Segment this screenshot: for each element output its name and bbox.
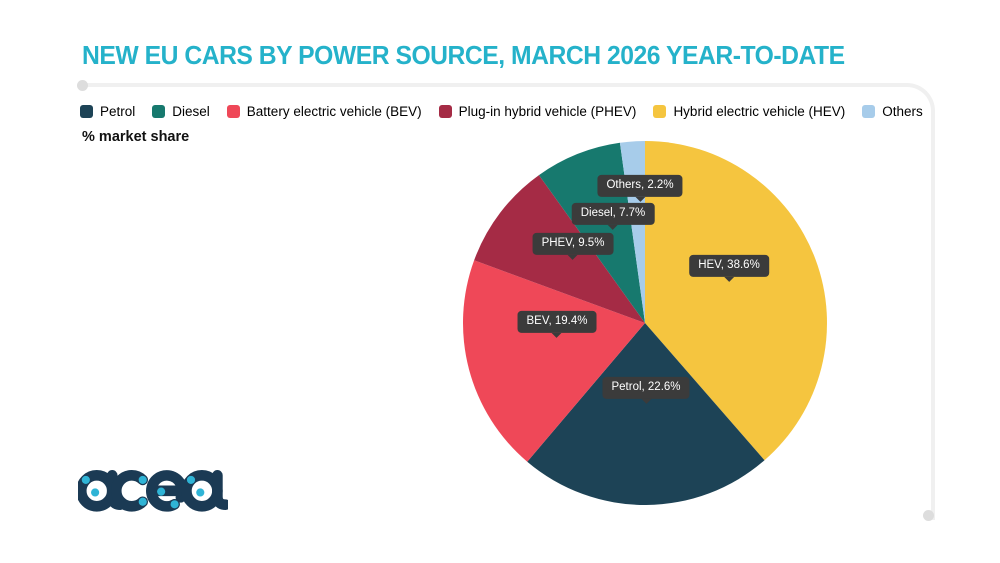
legend-swatch: [653, 105, 667, 118]
legend-label: Petrol: [100, 104, 136, 119]
legend-label: Battery electric vehicle (BEV): [246, 104, 422, 119]
legend-label: Plug-in hybrid vehicle (PHEV): [458, 104, 637, 119]
legend-item-hev: Hybrid electric vehicle (HEV): [653, 104, 845, 119]
legend-swatch: [438, 105, 452, 118]
legend-swatch: [226, 105, 240, 118]
legend-item-diesel: Diesel: [152, 104, 210, 119]
chart-title: NEW EU CARS BY POWER SOURCE, MARCH 2026 …: [82, 40, 845, 70]
legend-item-others: Others: [862, 104, 923, 119]
legend-label: Others: [882, 104, 923, 119]
frame-start-dot: [77, 80, 88, 91]
unit-label: % market share: [82, 129, 190, 145]
logo-dot: [157, 487, 166, 496]
logo-dot: [138, 497, 147, 506]
acea-logo-svg: [75, 470, 231, 512]
pie-slice-bev: [463, 260, 645, 462]
logo-dot: [91, 488, 100, 497]
logo-letter-c: [111, 470, 149, 512]
legend: Petrol Diesel Battery electric vehicle (BE…: [80, 104, 923, 119]
logo-dot: [81, 475, 90, 484]
legend-item-petrol: Petrol: [80, 104, 135, 119]
acea-logo: [75, 462, 231, 518]
legend-swatch: [152, 105, 166, 118]
legend-item-bev: Battery electric vehicle (BEV): [226, 104, 422, 119]
logo-letter-e-bowl: [146, 470, 188, 512]
legend-label: Hybrid electric vehicle (HEV): [673, 104, 846, 119]
pie-slice-hev: [645, 141, 827, 461]
logo-dot: [170, 500, 179, 509]
logo-dot: [186, 475, 196, 484]
pie-slice-petrol: [527, 323, 765, 505]
logo-dot: [196, 488, 205, 497]
legend-swatch: [862, 105, 876, 118]
legend-label: Diesel: [172, 104, 210, 119]
pie-chart: HEV, 38.6% Petrol, 22.6% BEV, 19.4% PHEV, 9…: [463, 141, 827, 505]
frame-end-dot: [923, 510, 934, 521]
logo-dot: [138, 475, 147, 484]
pie-svg: [463, 141, 827, 505]
legend-item-phev: Plug-in hybrid vehicle (PHEV): [438, 104, 637, 119]
logo-letter-a2-stem: [212, 470, 231, 510]
legend-swatch: [80, 105, 93, 118]
